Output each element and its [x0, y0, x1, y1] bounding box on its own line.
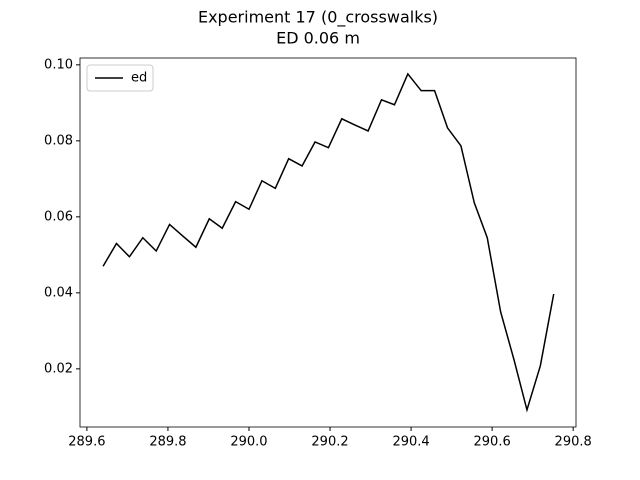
axes-frame [79, 57, 577, 428]
x-tick-label: 290.2 [311, 435, 348, 450]
legend-label: ed [131, 71, 147, 86]
y-tick-label: 0.02 [44, 361, 73, 376]
x-tick-label: 290.0 [230, 435, 267, 450]
x-tick-label: 290.8 [555, 435, 592, 450]
y-tick-label: 0.08 [44, 133, 73, 148]
x-tick-label: 290.6 [474, 435, 511, 450]
y-tick-label: 0.10 [44, 57, 73, 72]
x-tick-label: 289.6 [68, 435, 105, 450]
chart-subtitle: ED 0.06 m [276, 29, 360, 48]
x-tick-label: 289.8 [149, 435, 186, 450]
y-tick-label: 0.06 [44, 209, 73, 224]
x-tick-label: 290.4 [392, 435, 429, 450]
chart-title: Experiment 17 (0_crosswalks) [198, 8, 438, 28]
y-tick-label: 0.04 [44, 285, 73, 300]
data-line [102, 72, 555, 413]
